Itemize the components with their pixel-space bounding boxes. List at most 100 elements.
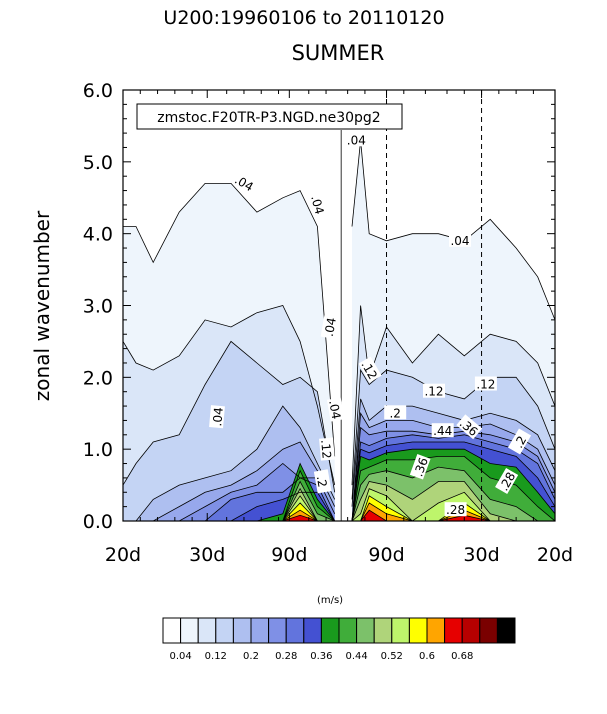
contour-label-group: .04 (320, 314, 339, 339)
contour-line-east-4 (351, 398, 555, 507)
contour-label-bg (444, 502, 467, 517)
contour-label: .04 (210, 407, 226, 427)
contour-line-east-7 (351, 434, 555, 521)
y-tick-label: 0.0 (83, 511, 113, 533)
colorbar-tick-label: 0.28 (275, 651, 297, 662)
contour-line-east-1 (351, 140, 555, 321)
contour-label: .04 (326, 399, 343, 420)
chart-title: U200:19960106 to 20110120 (163, 7, 444, 29)
contour-line-west-9 (123, 462, 336, 521)
contour-label-group: .04 (449, 232, 471, 248)
contour-label-bg (384, 405, 407, 420)
contour-label-bg (358, 356, 382, 383)
colorbar-box (215, 617, 234, 644)
colorbar-box (356, 617, 375, 644)
contour-label: .04 (450, 234, 469, 248)
contour-line-west-12 (123, 487, 335, 521)
contour-line-west-11 (123, 480, 335, 521)
contour-label-bg (231, 170, 258, 195)
colorbar-box (408, 617, 428, 644)
contour-line-east-15 (352, 502, 555, 521)
y-tick-label: 2.0 (83, 367, 113, 389)
contour-label: .2 (389, 406, 400, 420)
y-tick-label: 5.0 (83, 152, 113, 174)
colorbar-tick-label: 0.2 (243, 651, 259, 662)
annotation-box: zmstoc.F20TR-P3.NGD.ne30pg2 (136, 103, 403, 130)
contour-line-east-10 (351, 456, 555, 521)
contour-line-east-2 (351, 305, 555, 486)
colorbar-box (162, 617, 182, 644)
contour-line-west-2 (123, 305, 336, 486)
colorbar-box (232, 617, 252, 644)
annotation-text: zmstoc.F20TR-P3.NGD.ne30pg2 (157, 110, 380, 126)
contour-label-bg (319, 437, 335, 461)
contour-line-east-16 (352, 509, 555, 521)
contour-line-east-11 (351, 466, 555, 521)
contour-label-group: .28 (444, 502, 467, 517)
contour-label-bg (449, 232, 471, 247)
y-axis-label: zonal wavenumber (30, 210, 54, 401)
contour-label: .28 (446, 503, 465, 517)
x-tick-label: 90d (368, 544, 404, 566)
x-tick-label: 20d (105, 544, 141, 566)
contour-label-bg (507, 428, 532, 455)
contour-label-group: .44 (431, 423, 454, 438)
colorbar (162, 617, 516, 644)
contour-label-bg (409, 454, 431, 480)
contour-line-west-14 (123, 502, 335, 521)
contour-line-west-5 (123, 441, 336, 521)
colorbar-box (426, 617, 446, 644)
contour-line-west-15 (123, 509, 335, 521)
contour-label-bg (308, 192, 328, 218)
colorbar-tick-label: 0.52 (381, 651, 403, 662)
contour-label-group: .2 (507, 428, 532, 455)
contour-label-bg (456, 414, 483, 440)
colorbar-tick-label: 0.12 (205, 651, 227, 662)
contour-line-east-14 (352, 495, 555, 521)
colorbar-box (373, 617, 393, 644)
colorbar-tick-label: 0.6 (419, 651, 435, 662)
contour-line-west-6 (123, 462, 336, 521)
contour-label: .04 (322, 316, 339, 337)
x-tick-label: 30d (189, 544, 225, 566)
colorbar-box (496, 617, 516, 644)
contour-label-bg (423, 383, 445, 398)
contour-label: .36 (411, 456, 431, 479)
plot-area: .04.04.04.04.04.04.04.12.12.12.12.2.2.2.… (122, 89, 556, 522)
contour-label-bg (495, 467, 519, 495)
colorbar-box (197, 617, 217, 644)
colorbar-tick-label: 0.36 (310, 651, 332, 662)
y-tick-label: 1.0 (83, 439, 113, 461)
contour-label-bg (209, 405, 225, 429)
contour-label: .04 (347, 133, 366, 147)
contour-label-group: .12 (318, 437, 335, 461)
contour-line-west-1 (123, 183, 336, 457)
y-tick-label: 3.0 (83, 296, 113, 318)
contour-label: .2 (314, 475, 330, 489)
y-tick-label: 4.0 (83, 224, 113, 246)
contour-label-bg (326, 397, 345, 422)
colorbar-unit: (m/s) (317, 595, 343, 606)
contour-label-bg (345, 132, 368, 147)
x-tick-label: 30d (463, 544, 499, 566)
contour-label: .12 (476, 378, 495, 392)
contour-line-west-10 (123, 469, 335, 521)
contour-line-west-16 (123, 514, 335, 521)
contour-label-group: .12 (423, 383, 445, 399)
contour-label-bg (313, 469, 332, 494)
contour-band-east-16 (352, 510, 555, 521)
colorbar-tick-label: 0.68 (451, 651, 473, 662)
contour-label-bg (474, 376, 497, 391)
colorbar-box (180, 617, 199, 644)
colorbar-box (461, 617, 481, 644)
contour-line-east-13 (351, 488, 555, 521)
contour-line-west-3 (123, 340, 336, 493)
x-tick-label: 90d (271, 544, 307, 566)
contour-line-east-12 (351, 481, 555, 521)
contour-line-west-7 (123, 477, 336, 521)
x-tick-label: 20d (537, 544, 573, 566)
contour-label-group: .12 (474, 376, 497, 392)
contour-label-group: .04 (308, 192, 328, 218)
contour-label-group: .2 (384, 405, 407, 420)
